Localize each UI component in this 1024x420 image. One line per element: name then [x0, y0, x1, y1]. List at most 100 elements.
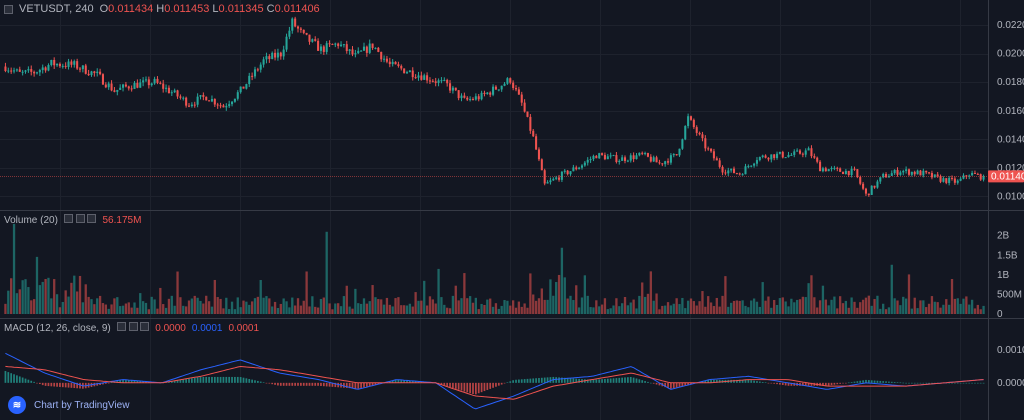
macd-value: 0.0001 [191, 322, 223, 334]
volume-bar [583, 275, 587, 314]
macd-hist-bar [343, 382, 345, 388]
price-axis[interactable]: 0.022000 0.020000 0.018000 0.016000 0.014000… [997, 20, 1024, 389]
candle [753, 163, 756, 166]
volume-bar [876, 295, 879, 314]
volume-bar [302, 300, 305, 314]
volume-bar [982, 305, 985, 314]
volume-bar [271, 306, 274, 314]
volume-bar [371, 285, 374, 314]
volume-bar [643, 296, 647, 314]
candle [486, 92, 489, 95]
macd-hist-bar [853, 381, 856, 383]
collapse-icon[interactable] [4, 4, 13, 14]
volume-bar [770, 307, 773, 314]
candle [360, 50, 363, 52]
candle [274, 52, 277, 58]
candle [948, 177, 951, 183]
axis-tick-label: 0.020000 [997, 49, 1024, 60]
macd-hist-bar [446, 382, 449, 387]
candle [477, 96, 480, 100]
macd-hist-bar [807, 382, 810, 386]
volume-bar [790, 298, 793, 314]
volume-bar [686, 300, 690, 314]
candle [380, 51, 383, 60]
candle [156, 78, 159, 83]
macd-hist-bar [925, 382, 928, 384]
close-icon[interactable] [140, 322, 150, 331]
macd-legend: MACD (12, 26, close, 9) 0.0000 0.0001 0.… [4, 322, 259, 334]
macd-hist-bar [647, 381, 649, 383]
candle [276, 52, 279, 58]
candle [225, 106, 228, 108]
volume-bar [861, 299, 865, 314]
volume-bar [242, 300, 245, 314]
eye-icon[interactable] [75, 214, 85, 223]
candle [64, 65, 67, 67]
volume-bar [239, 307, 242, 314]
candle [569, 171, 572, 175]
macd-hist-bar [374, 382, 377, 385]
candle [119, 87, 122, 90]
candle [388, 61, 391, 65]
macd-hist-bar [859, 380, 862, 383]
volume-bar [253, 298, 257, 314]
macd-hist-bar [710, 379, 712, 383]
volume-bar [446, 307, 449, 314]
macd-hist-bar [354, 382, 357, 389]
candle [104, 84, 107, 88]
volume-bar [425, 305, 429, 314]
candle [130, 88, 133, 90]
macd-hist-bar [672, 382, 675, 389]
macd-hist-bar [658, 382, 661, 386]
candle [431, 80, 434, 82]
tradingview-watermark[interactable]: ≋ Chart by TradingView [8, 396, 129, 414]
volume-bar [655, 293, 658, 314]
macd-hist-bar [371, 382, 374, 386]
macd-hist-bar [575, 378, 578, 383]
macd-hist-bar [549, 377, 552, 383]
volume-bar [420, 300, 423, 314]
macd-hist-bar [294, 382, 297, 386]
volume-bar [385, 297, 389, 314]
volume-bar [35, 256, 39, 314]
settings-icon[interactable] [63, 214, 73, 223]
macd-title[interactable]: MACD (12, 26, close, 9) [4, 322, 111, 334]
macd-hist-bar [744, 379, 747, 383]
volume-bar [626, 305, 630, 314]
volume-bar [428, 296, 432, 314]
macd-hist-bar [213, 376, 216, 383]
volume-title[interactable]: Volume (20) [4, 214, 58, 226]
macd-hist-bar [509, 381, 512, 383]
macd-hist-bar [681, 382, 684, 387]
candle [463, 95, 466, 98]
macd-hist-bar [922, 382, 925, 384]
macd-hist-bar [503, 382, 506, 384]
volume-bar [755, 301, 759, 314]
volume-bar [884, 309, 888, 314]
macd-hist-bar [73, 382, 76, 389]
macd-hist-bar [971, 382, 973, 384]
volume-bar [873, 299, 876, 314]
candle [302, 29, 305, 33]
macd-hist-bar [624, 377, 626, 383]
candle [652, 157, 655, 162]
candle [750, 165, 753, 167]
volume-bar [767, 296, 770, 314]
candle [208, 100, 211, 102]
volume-bar [810, 275, 813, 314]
volume-bar [632, 299, 635, 314]
macd-hist-bar [804, 382, 807, 386]
macd-hist-bar [842, 382, 844, 384]
volume-bar [305, 271, 308, 314]
volume-bar [666, 302, 670, 314]
symbol-label[interactable]: VETUSDT, 240 [19, 3, 94, 15]
macd-hist-bar [452, 382, 454, 388]
close-icon[interactable] [87, 214, 97, 223]
settings-icon[interactable] [116, 322, 126, 331]
macd-hist-bar [529, 378, 532, 383]
macd-hist-bar [526, 378, 529, 383]
candle [259, 64, 262, 70]
candle [543, 170, 546, 184]
eye-icon[interactable] [128, 322, 138, 331]
